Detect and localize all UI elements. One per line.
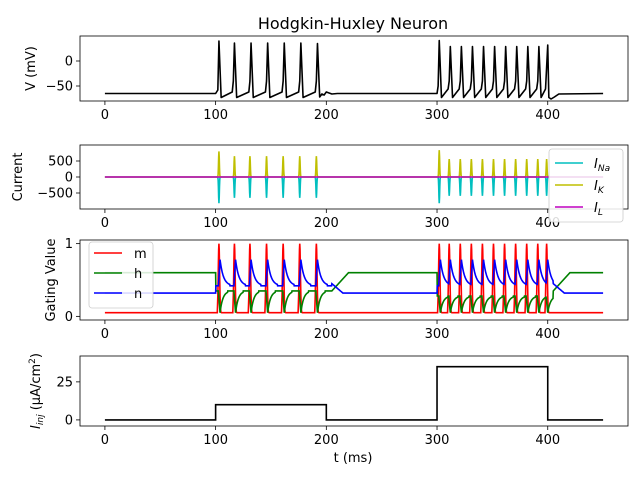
x-tick-label: 200 xyxy=(314,108,339,123)
plot-frame xyxy=(79,355,629,427)
y-tick-label: 0 xyxy=(65,55,73,70)
x-tick-label: 0 xyxy=(101,216,109,231)
y-axis-label: Current xyxy=(11,153,26,202)
y-tick-label: 0 xyxy=(65,310,73,325)
x-tick-label: 400 xyxy=(535,433,560,448)
x-tick-label: 300 xyxy=(425,108,450,123)
y-axis-label-part: inj xyxy=(36,414,46,425)
injected-current-panel: 0 100 200 300 400 25 0 Iinj (μA/cm2) xyxy=(28,353,629,448)
legend-label: n xyxy=(134,287,142,302)
legend-label: h xyxy=(134,267,142,282)
gating-panel: 0 100 200 300 400 1 0 Gating Value mhn xyxy=(44,237,629,342)
y-axis-label: Gating Value xyxy=(44,238,59,321)
x-tick-label: 300 xyxy=(425,433,450,448)
x-axis-label: t (ms) xyxy=(334,451,373,466)
y-tick-label: 0 xyxy=(65,171,73,186)
x-tick-label: 300 xyxy=(425,216,450,231)
x-tick-label: 0 xyxy=(101,327,109,342)
x-tick-label: 300 xyxy=(425,327,450,342)
gating-trace-n xyxy=(104,259,604,294)
legend-label: INa xyxy=(594,157,610,174)
legend-box xyxy=(548,148,624,223)
legend-label: IK xyxy=(594,179,605,196)
current-trace-na xyxy=(104,176,604,204)
y-axis-label: V (mV) xyxy=(24,46,39,91)
y-tick-label: −500 xyxy=(37,187,73,202)
gating-trace-m xyxy=(104,243,604,314)
x-tick-label: 400 xyxy=(535,108,560,123)
x-tick-label: 400 xyxy=(535,327,560,342)
y-axis-label-part: I xyxy=(29,425,44,429)
injected-current-trace xyxy=(104,365,604,421)
legend-label: IL xyxy=(594,201,603,218)
legend-label-base: I xyxy=(594,157,598,172)
y-tick-label: −50 xyxy=(46,80,73,95)
y-axis-label-part: ) xyxy=(29,353,44,358)
x-tick-label: 200 xyxy=(314,216,339,231)
y-axis-label: Iinj (μA/cm2) xyxy=(28,353,46,429)
x-tick-label: 200 xyxy=(314,327,339,342)
voltage-panel: 0 100 200 300 400 0 −50 V (mV) xyxy=(24,35,629,123)
y-axis-label-part: (μA/cm xyxy=(29,364,44,415)
y-tick-label: 500 xyxy=(48,155,73,170)
y-axis-label-part: 2 xyxy=(28,358,38,364)
legend-label: m xyxy=(134,247,147,262)
legend-box xyxy=(88,241,154,309)
current-trace-k xyxy=(104,150,604,178)
y-tick-label: 25 xyxy=(56,375,73,390)
plot-frame xyxy=(79,35,629,102)
legend-label-base: I xyxy=(594,201,598,216)
x-tick-label: 100 xyxy=(203,433,228,448)
y-tick-label: 0 xyxy=(65,413,73,428)
chart-title: Hodgkin-Huxley Neuron xyxy=(258,14,448,33)
x-tick-label: 0 xyxy=(101,433,109,448)
y-tick-label: 1 xyxy=(65,237,73,252)
x-tick-label: 100 xyxy=(203,216,228,231)
x-tick-label: 0 xyxy=(101,108,109,123)
legend-label-sub: Na xyxy=(598,164,610,174)
x-tick-label: 100 xyxy=(203,108,228,123)
legend-label-sub: K xyxy=(598,186,605,196)
plot-frame xyxy=(79,239,629,321)
x-tick-label: 100 xyxy=(203,327,228,342)
voltage-trace xyxy=(104,39,604,100)
x-tick-label: 200 xyxy=(314,433,339,448)
legend-label-base: I xyxy=(594,179,598,194)
gating-trace-h xyxy=(104,271,604,313)
legend-label-sub: L xyxy=(598,208,603,218)
gating-legend: mhn xyxy=(88,241,154,309)
